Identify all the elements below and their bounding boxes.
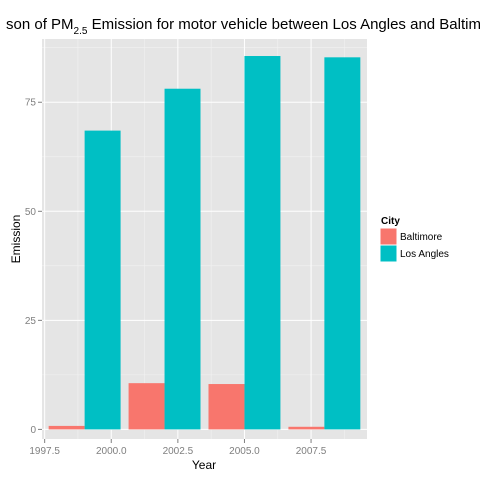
x-tick-label: 1997.5: [29, 446, 60, 457]
legend-title: City: [381, 216, 400, 227]
y-tick-label: 50: [25, 207, 37, 218]
bar-baltimore: [288, 426, 325, 430]
bar-los-angles: [324, 57, 361, 430]
y-axis-label: Emission: [9, 215, 23, 264]
legend: City Baltimore Los Angles: [379, 216, 449, 263]
y-tick-label: 0: [30, 425, 36, 436]
legend-key-swatch: [380, 228, 397, 245]
x-axis: 1997.5 2000.0 2002.5 2005.0 2007.5: [29, 439, 327, 457]
chart-title: son of PM2.5 Emission for motor vehicle …: [6, 16, 480, 37]
legend-label: Los Angles: [400, 249, 449, 260]
y-tick-label: 25: [25, 316, 37, 327]
legend-label: Baltimore: [400, 232, 443, 243]
x-axis-label: Year: [192, 458, 216, 472]
chart-title-subscript: 2.5: [74, 26, 88, 37]
x-tick-label: 2000.0: [96, 446, 127, 457]
x-tick-label: 2002.5: [163, 446, 194, 457]
bar-los-angles: [84, 130, 121, 430]
bar-baltimore: [128, 383, 165, 430]
x-tick-label: 2007.5: [296, 446, 327, 457]
chart-title-main: son of PM: [6, 16, 74, 33]
chart-title-rest: Emission for motor vehicle between Los A…: [87, 16, 480, 33]
y-axis: 0 25 50 75: [25, 98, 42, 436]
bar-los-angles: [164, 88, 201, 430]
bar-los-angles: [244, 56, 281, 430]
bars: [48, 56, 361, 430]
legend-key-swatch: [380, 245, 397, 262]
bar-baltimore: [208, 384, 245, 430]
y-tick-label: 75: [25, 98, 37, 109]
bar-baltimore: [48, 425, 85, 430]
x-tick-label: 2005.0: [229, 446, 260, 457]
